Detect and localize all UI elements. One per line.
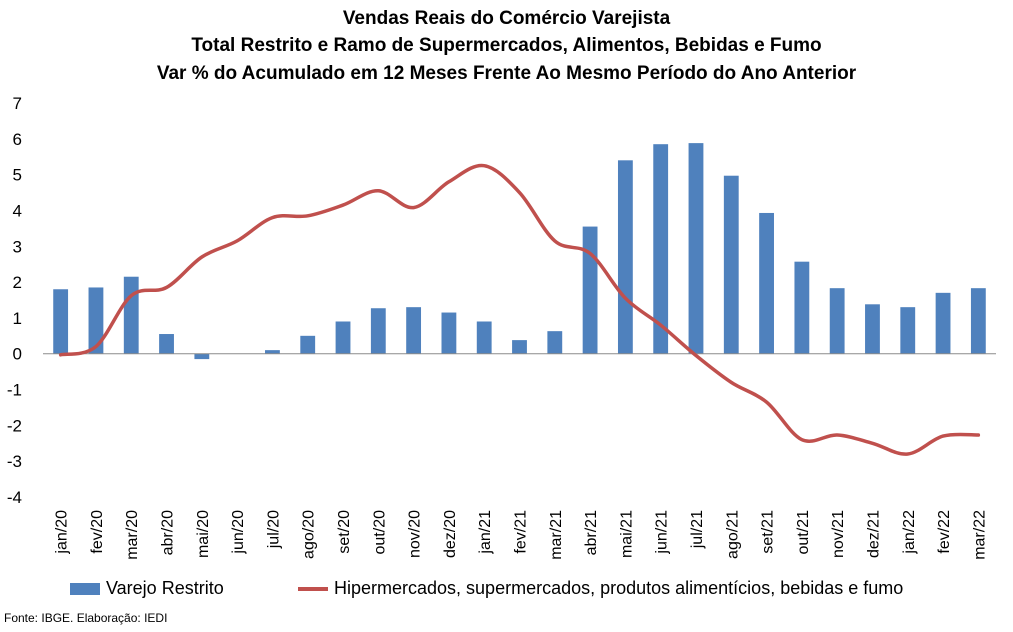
x-tick-label: mar/22 <box>971 510 988 560</box>
x-tick-label: jul/21 <box>689 510 706 549</box>
x-tick-label: ago/21 <box>724 510 741 559</box>
x-tick-label: nov/21 <box>830 510 847 558</box>
x-tick-label: jun/20 <box>230 510 247 555</box>
bar <box>194 353 210 360</box>
bar <box>865 304 880 354</box>
x-tick-label: jan/21 <box>477 510 494 555</box>
x-tick-label: dez/21 <box>865 510 882 558</box>
legend-line-swatch <box>298 586 328 591</box>
x-tick-label: jan/22 <box>901 510 918 555</box>
chart-title-line-2: Total Restrito e Ramo de Supermercados, … <box>191 35 822 56</box>
y-tick-label: -4 <box>7 488 22 507</box>
x-tick-label: jun/21 <box>654 510 671 555</box>
bar <box>829 288 845 354</box>
x-tick-label: set/20 <box>336 510 353 554</box>
bar <box>512 340 527 354</box>
bar <box>582 226 598 354</box>
x-tick-label: out/21 <box>795 510 812 555</box>
bar <box>723 175 739 354</box>
bar <box>476 321 492 354</box>
x-tick-label: ago/20 <box>301 510 318 559</box>
bar <box>900 307 916 354</box>
x-tick-label: fev/20 <box>89 510 106 554</box>
bar <box>300 335 316 354</box>
x-tick-label: jul/20 <box>265 510 282 549</box>
x-tick-label: mai/21 <box>618 510 635 558</box>
bar <box>935 292 951 354</box>
bar <box>547 331 563 354</box>
legend-label-line: Hipermercados, supermercados, produtos a… <box>334 578 904 598</box>
x-tick-label: fev/21 <box>513 510 530 554</box>
bar <box>653 144 669 354</box>
x-tick-label: abr/20 <box>160 510 177 555</box>
y-tick-label: 1 <box>13 309 22 328</box>
x-tick-label: nov/20 <box>407 510 424 558</box>
bar <box>53 289 69 354</box>
y-tick-label: -3 <box>7 452 22 471</box>
y-tick-label: 3 <box>13 237 22 256</box>
bar <box>159 334 174 354</box>
bar <box>441 312 457 354</box>
bar <box>265 350 280 354</box>
x-tick-label: dez/20 <box>442 510 459 558</box>
chart-title-line-1: Vendas Reais do Comércio Varejista <box>342 8 671 29</box>
bar <box>370 308 386 354</box>
x-tick-label: jan/20 <box>54 510 71 555</box>
legend-bar-swatch <box>70 582 100 595</box>
x-tick-label: fev/22 <box>936 510 953 554</box>
bar <box>688 143 704 354</box>
bar <box>970 288 986 354</box>
bar <box>123 276 139 354</box>
y-tick-label: 2 <box>13 273 22 292</box>
legend-item-bars: Varejo Restrito <box>70 578 224 599</box>
y-tick-label: 5 <box>13 166 22 185</box>
chart-title-line-3: Var % do Acumulado em 12 Meses Frente Ao… <box>156 63 857 84</box>
y-tick-label: 7 <box>13 94 22 113</box>
bar <box>759 212 774 354</box>
bar <box>794 261 810 354</box>
x-tick-label: mai/20 <box>195 510 212 558</box>
y-tick-label: 0 <box>13 345 22 364</box>
x-tick-label: abr/21 <box>583 510 600 555</box>
x-tick-label: out/20 <box>371 510 388 555</box>
bar <box>88 287 104 354</box>
x-tick-label: set/21 <box>760 510 777 554</box>
series-line <box>58 163 981 456</box>
y-tick-label: 6 <box>13 130 22 149</box>
source-note: Fonte: IBGE. Elaboração: IEDI <box>4 611 168 625</box>
y-tick-label: -2 <box>7 416 22 435</box>
x-tick-label: mar/21 <box>548 510 565 560</box>
y-tick-label: -1 <box>7 381 22 400</box>
x-tick-label: mar/20 <box>124 510 141 560</box>
bar <box>406 307 422 354</box>
y-tick-label: 4 <box>13 201 22 220</box>
bar <box>617 160 633 354</box>
legend-label-bars: Varejo Restrito <box>106 578 224 598</box>
legend-item-line: Hipermercados, supermercados, produtos a… <box>298 578 903 599</box>
bar <box>335 321 351 354</box>
